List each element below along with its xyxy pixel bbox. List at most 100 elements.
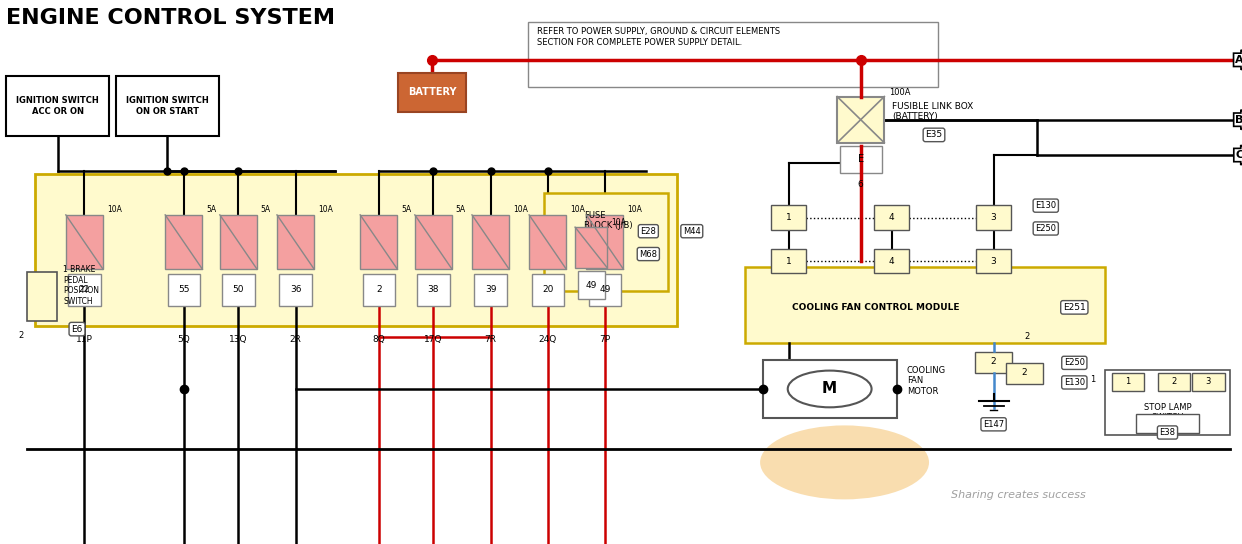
Text: 2R: 2R — [289, 335, 302, 344]
Text: IGNITION SWITCH
ON OR START: IGNITION SWITCH ON OR START — [125, 96, 209, 116]
FancyBboxPatch shape — [771, 249, 806, 274]
Text: 1: 1 — [1090, 375, 1095, 385]
FancyBboxPatch shape — [415, 215, 452, 269]
Text: 17Q: 17Q — [425, 335, 442, 344]
Text: A: A — [1236, 55, 1242, 65]
FancyBboxPatch shape — [544, 193, 668, 291]
Text: 3: 3 — [991, 213, 996, 222]
Text: 2: 2 — [19, 331, 24, 340]
FancyBboxPatch shape — [1112, 373, 1144, 391]
FancyBboxPatch shape — [874, 249, 909, 274]
Text: 5Q: 5Q — [178, 335, 190, 344]
FancyBboxPatch shape — [6, 76, 109, 136]
Text: 1: 1 — [786, 257, 791, 265]
FancyBboxPatch shape — [586, 215, 623, 269]
FancyBboxPatch shape — [279, 274, 312, 306]
Text: BATTERY: BATTERY — [407, 88, 457, 97]
Text: 5A: 5A — [206, 205, 216, 214]
Text: 11P: 11P — [76, 335, 93, 344]
FancyBboxPatch shape — [1006, 363, 1043, 384]
Text: 39: 39 — [484, 286, 497, 294]
Text: 49: 49 — [599, 286, 611, 294]
FancyBboxPatch shape — [472, 215, 509, 269]
FancyBboxPatch shape — [529, 215, 566, 269]
Text: 13Q: 13Q — [230, 335, 247, 344]
Text: 10A: 10A — [318, 205, 333, 214]
Text: 2: 2 — [1171, 378, 1176, 386]
Text: E28: E28 — [641, 227, 656, 236]
Text: B: B — [1236, 115, 1242, 125]
Text: 1: 1 — [1125, 378, 1130, 386]
Text: 5A: 5A — [261, 205, 271, 214]
Text: FUSIBLE LINK BOX
(BATTERY): FUSIBLE LINK BOX (BATTERY) — [892, 102, 972, 121]
Text: 4: 4 — [889, 213, 894, 222]
Text: M44: M44 — [683, 227, 700, 236]
FancyBboxPatch shape — [837, 97, 884, 143]
Text: M68: M68 — [640, 250, 657, 258]
Text: 55: 55 — [178, 286, 190, 294]
FancyBboxPatch shape — [532, 274, 564, 306]
Text: IGNITION SWITCH
ACC OR ON: IGNITION SWITCH ACC OR ON — [16, 96, 99, 116]
Text: 7R: 7R — [484, 335, 497, 344]
FancyBboxPatch shape — [575, 227, 607, 268]
Text: E130: E130 — [1063, 378, 1086, 387]
Text: E: E — [858, 154, 863, 164]
Text: 6: 6 — [858, 180, 863, 189]
Text: REFER TO POWER SUPPLY, GROUND & CIRCUIT ELEMENTS
SECTION FOR COMPLETE POWER SUPP: REFER TO POWER SUPPLY, GROUND & CIRCUIT … — [537, 27, 780, 47]
Text: E251: E251 — [1063, 303, 1086, 312]
Text: 36: 36 — [289, 286, 302, 294]
Text: E6: E6 — [71, 325, 83, 333]
FancyBboxPatch shape — [840, 145, 882, 173]
Text: C: C — [1236, 150, 1242, 160]
Text: 38: 38 — [427, 286, 440, 294]
Text: E38: E38 — [1160, 428, 1175, 437]
FancyBboxPatch shape — [1105, 370, 1230, 435]
Text: 24Q: 24Q — [539, 335, 556, 344]
Text: E147: E147 — [982, 420, 1005, 429]
FancyBboxPatch shape — [220, 215, 257, 269]
FancyBboxPatch shape — [976, 205, 1011, 230]
FancyBboxPatch shape — [168, 274, 200, 306]
Text: STOP LAMP
SWITCH: STOP LAMP SWITCH — [1144, 403, 1191, 422]
FancyBboxPatch shape — [1192, 373, 1225, 391]
FancyBboxPatch shape — [165, 215, 202, 269]
Text: 3: 3 — [1206, 378, 1211, 386]
Text: 3: 3 — [991, 257, 996, 265]
Text: 5A: 5A — [456, 205, 466, 214]
Text: 49: 49 — [585, 281, 597, 290]
FancyBboxPatch shape — [589, 274, 621, 306]
FancyBboxPatch shape — [68, 274, 101, 306]
FancyBboxPatch shape — [66, 215, 103, 269]
FancyBboxPatch shape — [363, 274, 395, 306]
FancyBboxPatch shape — [277, 215, 314, 269]
Text: 10A: 10A — [611, 218, 626, 227]
FancyBboxPatch shape — [771, 205, 806, 230]
Text: 2: 2 — [1025, 332, 1030, 341]
Text: E35: E35 — [925, 131, 943, 139]
Text: E250: E250 — [1036, 224, 1056, 233]
FancyBboxPatch shape — [745, 267, 1105, 343]
Text: 10A: 10A — [513, 205, 528, 214]
Text: COOLING FAN CONTROL MODULE: COOLING FAN CONTROL MODULE — [792, 303, 959, 312]
FancyBboxPatch shape — [975, 352, 1012, 373]
FancyBboxPatch shape — [397, 73, 466, 112]
FancyBboxPatch shape — [222, 274, 255, 306]
FancyBboxPatch shape — [474, 274, 507, 306]
Text: ENGINE CONTROL SYSTEM: ENGINE CONTROL SYSTEM — [6, 8, 335, 28]
Text: FUSE
BLOCK (J/B): FUSE BLOCK (J/B) — [584, 211, 632, 230]
Text: 10A: 10A — [107, 205, 122, 214]
Text: 7P: 7P — [600, 335, 610, 344]
FancyBboxPatch shape — [874, 205, 909, 230]
Text: 1 BRAKE
PEDAL
POSITION
SWITCH: 1 BRAKE PEDAL POSITION SWITCH — [63, 265, 99, 306]
Text: 20: 20 — [542, 286, 554, 294]
Text: 10A: 10A — [570, 205, 585, 214]
Text: 100A: 100A — [889, 88, 910, 97]
Text: 4: 4 — [889, 257, 894, 265]
FancyBboxPatch shape — [976, 249, 1011, 274]
Text: 50: 50 — [232, 286, 245, 294]
Text: E130: E130 — [1035, 201, 1057, 210]
FancyBboxPatch shape — [27, 272, 57, 321]
Text: COOLING
FAN
MOTOR: COOLING FAN MOTOR — [907, 366, 946, 395]
FancyBboxPatch shape — [360, 215, 397, 269]
Text: 2: 2 — [1022, 368, 1027, 377]
